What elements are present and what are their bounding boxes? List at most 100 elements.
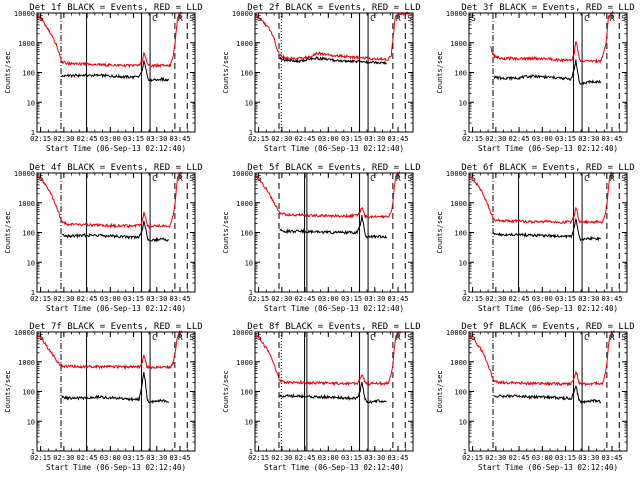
plot-frame [36,172,196,293]
x-tick-label: 02:30 [271,454,292,462]
plot-frame [36,331,196,452]
x-tick-label: 03:30 [578,135,599,143]
y-tick-label: 10 [459,259,467,267]
y-tick-label: 100 [240,230,253,238]
y-tick-label: 100 [22,230,35,238]
x-tick-label: 03:15 [341,454,362,462]
chart-title: Det 9f BLACK = Events, RED = LLD [461,322,634,332]
y-tick-label: 10000 [14,170,35,178]
marker-label: C [584,174,589,183]
series-line-lld [36,171,183,229]
x-axis-label: Start Time (06-Sep-13 02:12:40) [264,463,404,472]
x-tick-label: 03:45 [169,295,190,303]
marker-label: R [396,14,401,23]
series-line-lld [254,11,411,61]
x-tick-label: 03:45 [169,135,190,143]
y-tick-label: 10 [245,99,253,107]
y-tick-label: 1000 [450,40,467,48]
y-axis-label: Counts/sec [222,51,230,93]
marker-label: R [610,14,615,23]
x-tick-label: 03:30 [146,295,167,303]
series-line-events [493,385,602,405]
marker-label: S [257,174,262,183]
x-tick-label: 03:15 [123,295,144,303]
x-tick-label: 03:45 [601,295,622,303]
x-tick-label: 02:45 [77,295,98,303]
marker-label: C [152,14,157,23]
y-tick-label: 1000 [236,359,253,367]
chart-title: Det 8f BLACK = Events, RED = LLD [247,322,420,332]
y-tick-label: 10000 [446,10,467,18]
y-tick-label: 1000 [236,40,253,48]
y-axis-label: Counts/sec [436,51,444,93]
marker-label: R [610,333,615,342]
x-tick-label: 03:30 [146,135,167,143]
x-tick-label: 03:15 [555,454,576,462]
chart-panel-det8: Det 8f BLACK = Events, RED = LLD Counts/s… [222,322,421,472]
x-tick-label: 03:30 [146,454,167,462]
plot-frame [36,12,196,133]
y-tick-label: 1 [31,289,35,297]
y-tick-label: 10000 [232,170,253,178]
y-tick-label: 100 [454,230,467,238]
chart-panel-det3: Det 3f BLACK = Events, RED = LLD Counts/s… [436,3,635,153]
x-tick-label: 03:00 [532,454,553,462]
marker-label: R [396,174,401,183]
marker-label: S [471,174,476,183]
plot-frame [468,172,628,293]
plot-frame [468,12,628,133]
y-tick-label: 1000 [450,200,467,208]
x-tick-label: 03:30 [578,295,599,303]
marker-label: S [621,174,626,183]
marker-label: S [189,333,194,342]
x-tick-label: 03:00 [100,295,121,303]
marker-label: C [152,174,157,183]
x-tick-label: 03:15 [123,454,144,462]
marker-label: C [584,14,589,23]
y-tick-label: 10 [245,259,253,267]
x-axis-label: Start Time (06-Sep-13 02:12:40) [264,304,404,313]
y-tick-label: 100 [454,70,467,78]
x-tick-label: 03:00 [318,135,339,143]
y-tick-label: 10 [459,418,467,426]
x-tick-label: 03:45 [169,454,190,462]
x-tick-label: 02:30 [485,295,506,303]
x-tick-label: 03:15 [341,295,362,303]
y-tick-label: 10 [459,99,467,107]
marker-label: R [178,14,183,23]
x-tick-label: 02:45 [77,135,98,143]
marker-label: R [610,174,615,183]
marker-label: S [39,174,44,183]
y-tick-label: 1000 [450,359,467,367]
x-tick-label: 02:30 [271,295,292,303]
series-line-events [279,381,387,404]
x-tick-label: 03:30 [364,295,385,303]
x-tick-label: 02:30 [53,295,74,303]
y-tick-label: 10 [27,418,35,426]
marker-label: S [621,14,626,23]
x-tick-label: 03:30 [364,454,385,462]
x-tick-label: 03:00 [318,295,339,303]
x-tick-label: 03:45 [601,135,622,143]
series-line-lld [254,171,401,220]
x-tick-label: 03:00 [532,295,553,303]
series-line-events [279,56,387,65]
x-tick-label: 02:15 [462,135,483,143]
x-tick-label: 02:45 [77,454,98,462]
y-tick-label: 1 [249,448,253,456]
marker-label: R [178,333,183,342]
x-tick-label: 03:00 [318,454,339,462]
y-tick-label: 1 [31,129,35,137]
chart-panel-det9: Det 9f BLACK = Events, RED = LLD Counts/s… [436,322,635,472]
series-line-lld [254,331,402,387]
y-axis-label: Counts/sec [4,51,12,93]
marker-label: R [178,174,183,183]
x-axis-label: Start Time (06-Sep-13 02:12:40) [478,304,618,313]
y-tick-label: 100 [22,389,35,397]
x-tick-label: 02:30 [485,454,506,462]
series-line-events [61,60,170,83]
x-tick-label: 03:45 [601,454,622,462]
chart-title: Det 4f BLACK = Events, RED = LLD [29,163,202,173]
series-line-lld [468,330,616,387]
